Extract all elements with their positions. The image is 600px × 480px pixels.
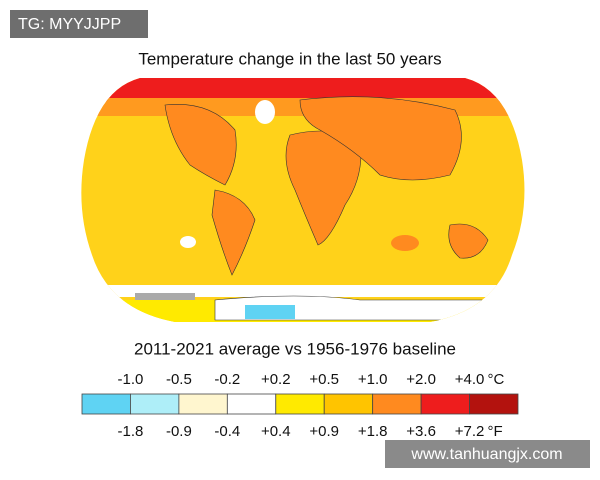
footer-watermark: www.tanhuangjx.com	[410, 446, 562, 463]
legend-swatch	[178, 393, 228, 415]
fahrenheit-unit: °F	[488, 423, 503, 440]
celsius-label: +1.0	[358, 371, 388, 388]
legend-swatch	[226, 393, 277, 415]
legend-swatch	[372, 393, 422, 415]
legend-swatch	[130, 393, 180, 415]
fahrenheit-label: -0.4	[214, 423, 240, 440]
fahrenheit-label: -1.8	[118, 423, 144, 440]
fahrenheit-label: -0.9	[166, 423, 192, 440]
celsius-label: -1.0	[118, 371, 144, 388]
celsius-unit: °C	[488, 371, 505, 388]
legend-swatch	[469, 393, 519, 415]
celsius-label: -0.5	[166, 371, 192, 388]
legend-swatch	[81, 393, 131, 415]
fahrenheit-label: +7.2	[455, 423, 485, 440]
fahrenheit-label: +0.9	[309, 423, 339, 440]
fahrenheit-label: +0.4	[261, 423, 291, 440]
legend-swatch	[420, 393, 470, 415]
subtitle: 2011-2021 average vs 1956-1976 baseline	[134, 339, 456, 358]
map	[81, 78, 525, 322]
title: Temperature change in the last 50 years	[138, 49, 441, 68]
celsius-label: +4.0	[455, 371, 485, 388]
watermark-box	[10, 10, 148, 38]
legend-swatch	[323, 393, 374, 415]
fahrenheit-label: +3.6	[406, 423, 436, 440]
celsius-label: -0.2	[214, 371, 240, 388]
celsius-label: +2.0	[406, 371, 436, 388]
legend: -1.0 -0.5 -0.2 +0.2 +0.5 +1.0 +2.0 +4.0 -1.8 -0.9…	[81, 371, 519, 440]
legend-swatch	[275, 393, 325, 415]
celsius-label: +0.2	[261, 371, 291, 388]
fahrenheit-label: +1.8	[358, 423, 388, 440]
watermark: TG: MYYJJPP	[18, 16, 121, 33]
footer-watermark-box	[385, 440, 590, 468]
celsius-label: +0.5	[309, 371, 339, 388]
